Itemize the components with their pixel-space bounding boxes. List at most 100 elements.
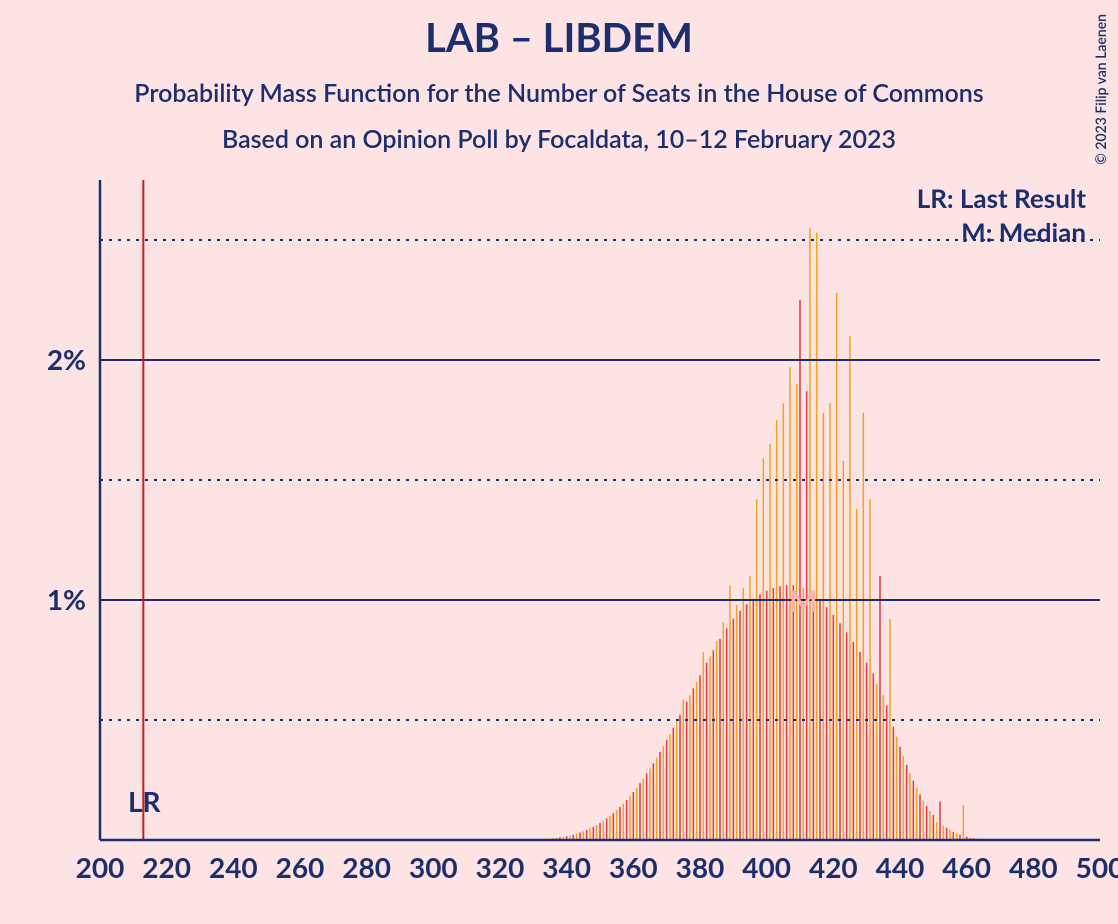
pmf-bar [599, 823, 601, 840]
pmf-bar [593, 827, 595, 840]
x-tick-label: 300 [409, 850, 458, 884]
pmf-bar [756, 499, 758, 840]
pmf-bar [736, 605, 738, 840]
pmf-bar [899, 747, 901, 840]
x-tick-label: 480 [1009, 850, 1058, 884]
pmf-bar [889, 619, 891, 840]
pmf-bar [826, 607, 828, 840]
pmf-bar [859, 652, 861, 840]
chart-title: LAB – LIBDEM [425, 13, 693, 61]
pmf-bar [903, 756, 905, 840]
pmf-bar [723, 622, 725, 840]
pmf-bar [849, 336, 851, 840]
pmf-bar [879, 576, 881, 840]
pmf-bar [703, 652, 705, 840]
pmf-bar [743, 588, 745, 840]
pmf-bar [606, 818, 608, 840]
pmf-bar [929, 811, 931, 840]
pmf-bar [733, 619, 735, 840]
pmf-bar [686, 702, 688, 840]
pmf-bar [949, 830, 951, 840]
pmf-bar [613, 813, 615, 840]
pmf-bar [649, 768, 651, 840]
pmf-bar [893, 727, 895, 840]
pmf-bar [623, 804, 625, 840]
chart-subtitle-2: Based on an Opinion Poll by Focaldata, 1… [222, 124, 896, 154]
pmf-bar [586, 830, 588, 840]
y-tick-label: 2% [47, 342, 86, 376]
pmf-bar [709, 656, 711, 840]
pmf-bar [669, 734, 671, 840]
x-tick-label: 200 [76, 850, 125, 884]
pmf-bar [759, 594, 761, 840]
pmf-bar [659, 752, 661, 840]
pmf-bar [873, 673, 875, 840]
pmf-bar [596, 825, 598, 840]
pmf-bar [876, 684, 878, 840]
pmf-bar [786, 585, 788, 840]
x-tick-label: 280 [342, 850, 391, 884]
pmf-bar [843, 461, 845, 840]
pmf-bar [886, 706, 888, 840]
pmf-bar [766, 591, 768, 840]
x-tick-label: 320 [476, 850, 525, 884]
pmf-bar [696, 682, 698, 840]
legend-median: M: Median [961, 216, 1086, 248]
copyright: © 2023 Filip van Laenen [1092, 14, 1109, 165]
pmf-bar [773, 588, 775, 840]
pmf-bar [913, 781, 915, 840]
pmf-bar [753, 599, 755, 840]
x-tick-label: 500 [1076, 850, 1118, 884]
pmf-bar [629, 796, 631, 840]
pmf-bar [799, 300, 801, 840]
pmf-bar [626, 800, 628, 840]
pmf-bar [719, 639, 721, 840]
pmf-bar [839, 623, 841, 840]
pmf-bar [869, 499, 871, 840]
pmf-bar [706, 663, 708, 840]
pmf-bar [679, 715, 681, 840]
pmf-bar [856, 509, 858, 840]
pmf-bar [646, 774, 648, 840]
pmf-bar [846, 632, 848, 840]
pmf-bar [619, 807, 621, 840]
pmf-bar [933, 815, 935, 840]
pmf-bar [919, 794, 921, 840]
pmf-bar [729, 586, 731, 840]
pmf-bar [916, 788, 918, 840]
x-tick-label: 400 [742, 850, 791, 884]
pmf-bar [896, 737, 898, 840]
x-tick-label: 360 [609, 850, 658, 884]
x-tick-label: 420 [809, 850, 858, 884]
pmf-bar [739, 611, 741, 840]
pmf-bar [683, 700, 685, 840]
pmf-bar [589, 828, 591, 840]
pmf-bar [716, 641, 718, 840]
pmf-bar [689, 695, 691, 840]
pmf-bar [663, 746, 665, 840]
pmf-bar [943, 825, 945, 840]
pmf-bar [639, 783, 641, 840]
pmf-bar [583, 831, 585, 840]
pmf-bar [939, 802, 941, 840]
pmf-bar [749, 576, 751, 840]
pmf-bar [803, 588, 805, 840]
pmf-bar [853, 642, 855, 840]
pmf-bar [926, 806, 928, 840]
pmf-bar [883, 695, 885, 840]
pmf-bar [699, 675, 701, 840]
pmf-bar [656, 758, 658, 840]
pmf-bar [906, 765, 908, 840]
pmf-bar [676, 721, 678, 840]
pmf-bar [653, 763, 655, 840]
median-marker: M [789, 583, 817, 619]
pmf-bar [609, 816, 611, 840]
pmf-bar [823, 413, 825, 840]
x-tick-label: 220 [142, 850, 191, 884]
pmf-bar [769, 444, 771, 840]
pmf-bar [603, 821, 605, 840]
pmf-bar [833, 615, 835, 840]
pmf-bar [726, 628, 728, 840]
pmf-bar [633, 792, 635, 840]
pmf-bar [666, 740, 668, 840]
